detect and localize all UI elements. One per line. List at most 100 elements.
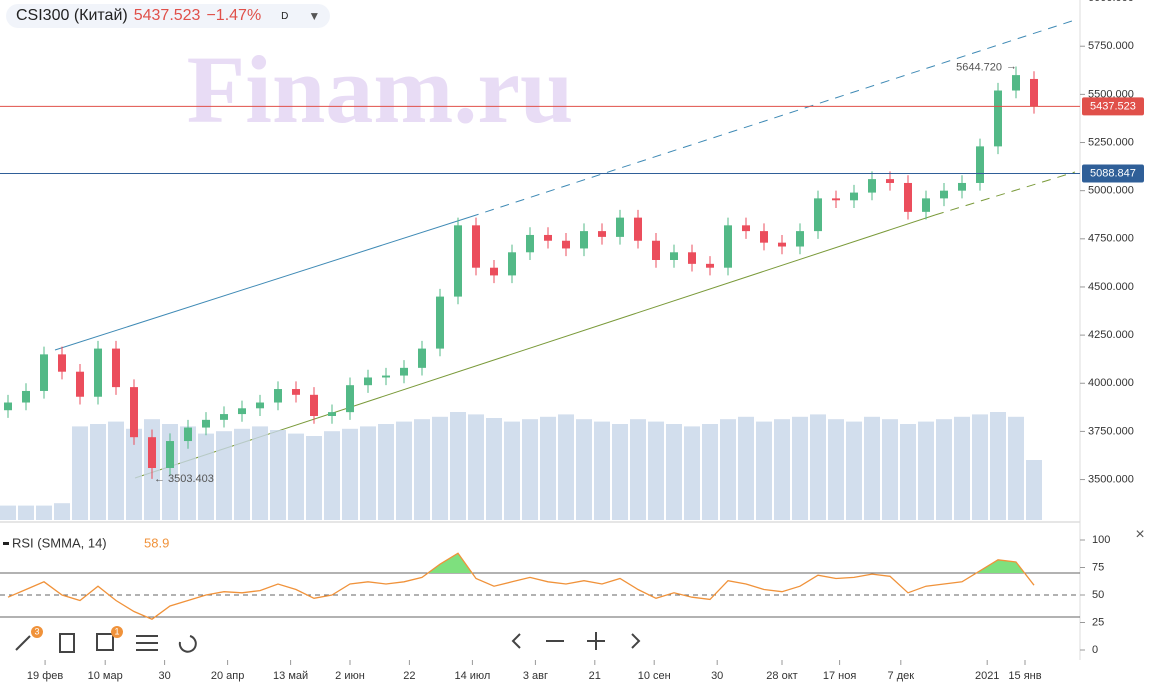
x-tick-label: 22 xyxy=(403,670,415,682)
volume-bar xyxy=(594,421,610,520)
x-tick-label: 20 апр xyxy=(211,670,244,682)
dropdown[interactable]: ▼ xyxy=(308,9,321,23)
trend-line xyxy=(469,19,1076,218)
change: −1.47% xyxy=(206,7,262,24)
candle-body xyxy=(436,296,444,349)
trend-line xyxy=(54,216,471,351)
add-icon[interactable] xyxy=(96,633,114,651)
volume-bar xyxy=(18,505,34,520)
x-tick-label: 2021 xyxy=(975,670,999,682)
volume-bar xyxy=(702,424,718,520)
badge xyxy=(111,626,123,638)
volume-bar xyxy=(36,505,52,520)
candle-body xyxy=(724,225,732,268)
arrow: ← xyxy=(154,473,165,485)
x-tick-label: 2 июн xyxy=(335,670,365,682)
y-tick-label: 5500.000 xyxy=(1088,88,1134,100)
candle-body xyxy=(634,217,642,241)
candle-body xyxy=(184,427,192,442)
candle-body xyxy=(112,348,120,388)
list-icon[interactable] xyxy=(59,633,75,653)
icon xyxy=(3,542,9,545)
volume-bar xyxy=(378,424,394,520)
y-tick-label: 4000.000 xyxy=(1088,377,1134,389)
volume-bar xyxy=(720,419,736,520)
x-tick-label: 30 xyxy=(711,670,723,682)
volume-bar xyxy=(396,421,412,520)
y-tick-label: 5000.000 xyxy=(1088,185,1134,197)
volume-bar xyxy=(540,416,556,520)
watermark: Finam.ru xyxy=(187,36,574,143)
last-price-box xyxy=(1082,97,1144,116)
volume-bar xyxy=(324,431,340,520)
volume-bar xyxy=(918,421,934,520)
x-tick-label: 28 окт xyxy=(766,670,797,682)
badge-text: 1 xyxy=(114,626,119,636)
x-tick-label: 17 ноя xyxy=(823,670,856,682)
volume-bar xyxy=(558,414,574,520)
rsi-tick-label: 75 xyxy=(1092,561,1104,573)
candle-body xyxy=(616,217,624,237)
volume-bar xyxy=(810,414,826,520)
nav-left[interactable] xyxy=(511,633,521,649)
candle-body xyxy=(526,234,534,253)
candle-body xyxy=(472,225,480,268)
candle-body xyxy=(220,414,228,420)
candle-body xyxy=(40,354,48,391)
volume-bar xyxy=(414,419,430,520)
candle-body xyxy=(76,371,84,397)
volume-bar xyxy=(864,416,880,520)
x-tick-label: 7 дек xyxy=(888,670,915,682)
candle-body xyxy=(418,348,426,368)
candle-body xyxy=(742,225,750,232)
volume-bar xyxy=(450,412,466,520)
volume-bar xyxy=(504,421,520,520)
volume-bar xyxy=(630,419,646,520)
volume-bar xyxy=(468,414,484,520)
volume-bar xyxy=(216,431,232,520)
badge xyxy=(31,626,43,638)
y-tick-label: 5250.000 xyxy=(1088,136,1134,148)
y-tick-label: 4750.000 xyxy=(1088,233,1134,245)
nav-right[interactable] xyxy=(631,633,641,649)
candle-body xyxy=(4,402,12,411)
candle-body xyxy=(382,375,390,378)
candle-body xyxy=(508,252,516,276)
volume-bar xyxy=(342,428,358,520)
close-icon[interactable]: × xyxy=(1135,526,1144,543)
volume-bar xyxy=(126,428,142,520)
max-annotation: 5644.720 xyxy=(956,61,1002,73)
volume-bar xyxy=(648,421,664,520)
candle-body xyxy=(490,267,498,276)
candle-body xyxy=(22,390,30,403)
x-tick-label: 15 янв xyxy=(1008,670,1041,682)
last-price-label: 5437.523 xyxy=(1090,100,1136,112)
candle-body xyxy=(1030,78,1038,107)
candle-body xyxy=(202,419,210,428)
settings-icon[interactable] xyxy=(136,635,158,651)
candle-body xyxy=(346,385,354,413)
volume-bar xyxy=(900,424,916,520)
candle-body xyxy=(130,387,138,438)
x-tick-label: 19 фев xyxy=(27,670,63,682)
pen-icon[interactable] xyxy=(15,635,31,651)
rsi-tick-label: 25 xyxy=(1092,616,1104,628)
candle-body xyxy=(922,198,930,212)
reset-icon[interactable] xyxy=(178,635,197,653)
interval[interactable]: D xyxy=(281,10,289,22)
candle-body xyxy=(148,437,156,468)
volume-bar xyxy=(792,416,808,520)
candle-body xyxy=(364,377,372,386)
candle-body xyxy=(976,146,984,183)
candle-body xyxy=(778,242,786,247)
candle-body xyxy=(238,408,246,415)
candle-body xyxy=(706,263,714,268)
badge-text: 3 xyxy=(34,626,39,636)
zoom-in[interactable] xyxy=(587,632,605,650)
volume-bar xyxy=(684,426,700,520)
volume-bar xyxy=(198,433,214,520)
arrow: → xyxy=(1006,60,1017,72)
symbol-header[interactable]: CSI300 (Китай) 5437.523 −1.47% D ▼ xyxy=(6,4,331,28)
candle-body xyxy=(814,198,822,232)
